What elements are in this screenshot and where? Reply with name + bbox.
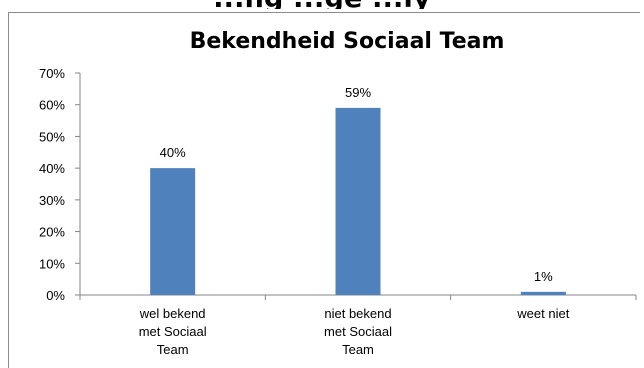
bars: 40% 59% 1% [150, 85, 566, 295]
y-tick-label: 20% [39, 225, 65, 240]
data-label: 59% [345, 85, 371, 100]
y-tick-label: 70% [39, 66, 65, 81]
chart-frame [8, 12, 640, 368]
category-label-line: weet niet [516, 306, 569, 321]
x-axis: wel bekend met Sociaal Team niet bekend met … [79, 294, 637, 357]
category-label: niet bekend met Sociaal Team [324, 306, 392, 357]
category-label-line: niet bekend [324, 306, 391, 321]
category-label: wel bekend met Sociaal Team [139, 306, 207, 357]
y-tick-label: 50% [39, 129, 65, 144]
category-label-line: Team [342, 342, 374, 357]
bar [150, 168, 196, 295]
y-tick-label: 60% [39, 98, 65, 113]
bar [520, 291, 566, 295]
data-label: 40% [160, 145, 186, 160]
category-label: weet niet [516, 306, 569, 321]
y-tick-label: 10% [39, 256, 65, 271]
cut-off-header-text: ...ng ...ge ...ly [0, 0, 644, 9]
category-label-line: Team [157, 342, 189, 357]
category-label-line: met Sociaal [324, 324, 392, 339]
y-axis: 0% 10% 20% 30% 40% 50% 60% 70% [39, 66, 81, 303]
category-label-line: wel bekend [139, 306, 206, 321]
y-tick-label: 0% [46, 288, 65, 303]
chart-title: Bekendheid Sociaal Team [190, 29, 505, 54]
y-tick-label: 30% [39, 193, 65, 208]
category-label-line: met Sociaal [139, 324, 207, 339]
data-label: 1% [534, 269, 553, 284]
y-tick-label: 40% [39, 161, 65, 176]
bar [335, 107, 381, 295]
